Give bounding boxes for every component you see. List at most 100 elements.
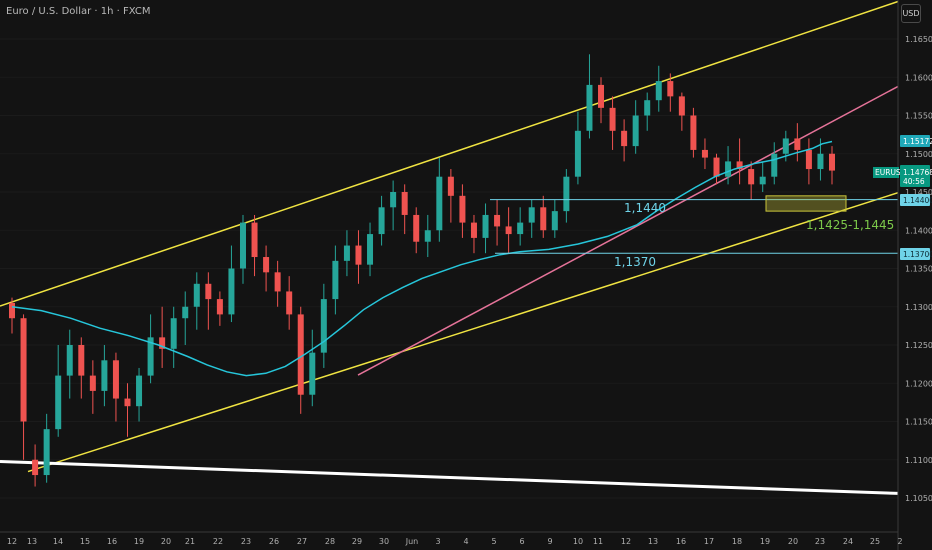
candle[interactable]	[332, 260, 339, 300]
candle[interactable]	[170, 318, 177, 349]
time-axis[interactable]: 12 13 14 15 16 19 20 21 22 23 26 27 28 29 30 Jun 3 4 5 6 9 10…	[7, 537, 903, 546]
price-axis[interactable]: 1.16500 1.16000 1.15500 1.15000 1.14500 1.140…	[905, 35, 932, 503]
support-zone-box[interactable]	[765, 195, 847, 212]
candle[interactable]	[112, 360, 119, 399]
candle[interactable]	[736, 161, 743, 170]
candle[interactable]	[517, 222, 524, 235]
candle[interactable]	[447, 176, 454, 196]
candle[interactable]	[632, 115, 639, 147]
time-tick-label: Jun	[405, 537, 419, 546]
candle[interactable]	[159, 337, 166, 349]
symbol-title: Euro / U.S. Dollar · 1h · FXCM	[6, 6, 151, 17]
candle[interactable]	[251, 222, 258, 258]
candle[interactable]	[424, 230, 431, 242]
candle[interactable]	[505, 226, 512, 235]
candle[interactable]	[459, 195, 466, 223]
candle[interactable]	[320, 299, 327, 353]
candle[interactable]	[343, 245, 350, 261]
candle[interactable]	[182, 306, 189, 319]
candle[interactable]	[401, 192, 408, 215]
time-tick-label: 2	[897, 537, 902, 546]
candle[interactable]	[89, 375, 96, 391]
candle[interactable]	[748, 169, 755, 185]
level-1440-price-tag-bg	[900, 194, 930, 206]
candle[interactable]	[574, 130, 581, 177]
candle[interactable]	[701, 149, 708, 158]
candle[interactable]	[32, 459, 39, 476]
candle[interactable]	[621, 130, 628, 147]
candle[interactable]	[667, 81, 674, 97]
candle[interactable]	[598, 84, 605, 108]
candle[interactable]	[101, 360, 108, 391]
candle[interactable]	[794, 138, 801, 150]
level-1440-price-tag: 1.14400	[903, 196, 932, 205]
pink-trend-line[interactable]	[357, 85, 899, 376]
candle[interactable]	[239, 222, 246, 269]
candle[interactable]	[771, 153, 778, 177]
candle[interactable]	[263, 257, 270, 273]
candle[interactable]	[147, 337, 154, 376]
candle[interactable]	[782, 138, 789, 154]
candle[interactable]	[274, 272, 281, 292]
time-tick-label: 14	[53, 537, 63, 546]
currency-button[interactable]: USD	[901, 4, 921, 23]
candle[interactable]	[817, 153, 824, 170]
candle[interactable]	[805, 149, 812, 170]
candle[interactable]	[655, 81, 662, 101]
candle[interactable]	[678, 96, 685, 116]
candle[interactable]	[20, 318, 27, 422]
candle[interactable]	[367, 234, 374, 265]
time-tick-label: 23	[241, 537, 251, 546]
time-tick-label: 25	[870, 537, 880, 546]
candle[interactable]	[78, 345, 85, 376]
candle[interactable]	[551, 211, 558, 231]
candle[interactable]	[690, 115, 697, 150]
candle[interactable]	[193, 283, 200, 307]
candle[interactable]	[205, 283, 212, 300]
plot-area[interactable]	[0, 0, 898, 532]
channel-lower-line[interactable]	[27, 191, 899, 473]
price-tick-label: 1.16500	[905, 35, 932, 44]
candle[interactable]	[355, 245, 362, 265]
candle[interactable]	[413, 214, 420, 242]
candle[interactable]	[9, 302, 15, 319]
candle[interactable]	[228, 268, 235, 315]
candle[interactable]	[436, 176, 443, 231]
candle[interactable]	[286, 291, 293, 315]
candle[interactable]	[309, 352, 316, 395]
candle[interactable]	[136, 375, 143, 407]
candle[interactable]	[124, 398, 131, 407]
candle[interactable]	[644, 100, 651, 116]
time-tick-label: 27	[297, 537, 307, 546]
candle[interactable]	[563, 176, 570, 212]
candle[interactable]	[540, 207, 547, 231]
price-tick-label: 1.10500	[905, 494, 932, 503]
candle[interactable]	[494, 214, 501, 227]
candle[interactable]	[609, 107, 616, 131]
candle[interactable]	[43, 429, 50, 476]
time-tick-label: 20	[788, 537, 798, 546]
candle[interactable]	[378, 207, 385, 235]
candle[interactable]	[297, 314, 304, 395]
moving-average-line[interactable]	[11, 140, 833, 377]
candle[interactable]	[55, 375, 62, 430]
candle[interactable]	[528, 207, 535, 223]
channel-upper-line[interactable]	[0, 0, 899, 307]
candle[interactable]	[829, 153, 835, 171]
candle[interactable]	[390, 192, 397, 208]
candle[interactable]	[66, 345, 73, 376]
time-tick-label: 19	[760, 537, 770, 546]
white-support-line[interactable]	[0, 460, 899, 495]
candle[interactable]	[482, 214, 489, 238]
candle[interactable]	[586, 84, 593, 131]
price-tick-label: 1.15500	[905, 112, 932, 121]
candle[interactable]	[470, 222, 477, 238]
candle[interactable]	[713, 157, 720, 177]
candles	[9, 54, 835, 487]
candle[interactable]	[725, 161, 732, 177]
candle[interactable]	[759, 176, 766, 185]
candle[interactable]	[216, 299, 223, 315]
